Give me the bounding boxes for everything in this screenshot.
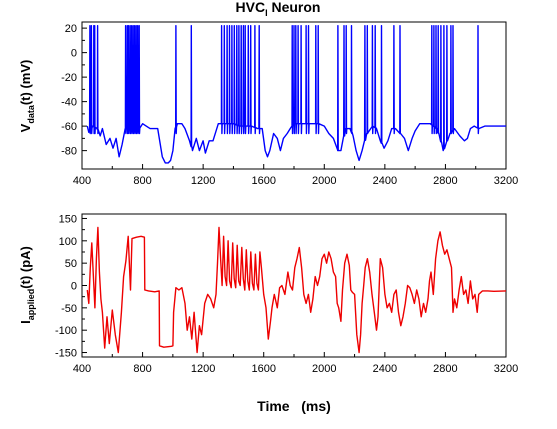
x-tick-label: 2800 (433, 363, 457, 375)
voltage-y-axis-label: Vdata(t) (mV) (18, 60, 36, 133)
x-tick-label: 800 (133, 175, 151, 187)
y-tick-label: 0 (71, 281, 77, 293)
y-tick-label: -20 (61, 72, 77, 84)
current-y-ticks: 150 100 50 0 -50 -100 -150 (55, 213, 87, 360)
x-tick-label: 2400 (373, 175, 397, 187)
x-tick-label: 800 (133, 363, 151, 375)
y-tick-label: -50 (61, 303, 77, 315)
x-tick-label: 1200 (191, 175, 215, 187)
voltage-y-ticks: 20 0 -20 -40 -60 -80 (61, 23, 87, 158)
x-tick-label: 2400 (373, 363, 397, 375)
y-tick-label: -80 (61, 146, 77, 158)
current-trace (86, 226, 507, 354)
x-tick-label: 2000 (312, 175, 336, 187)
current-x-ticks: 400 800 1200 1600 2000 2400 2800 3200 (73, 352, 518, 375)
current-panel: 150 100 50 0 -50 -100 -150 400 800 1200 1600 2000 2… (18, 213, 518, 414)
current-plot-frame (81, 213, 507, 358)
x-tick-label: 3200 (494, 175, 518, 187)
y-tick-label: 20 (65, 23, 77, 35)
x-tick-label: 1600 (251, 175, 275, 187)
y-tick-label: 0 (71, 48, 77, 60)
x-tick-label: 400 (73, 363, 91, 375)
title-main: HVC (236, 0, 266, 15)
x-tick-label: 2800 (433, 175, 457, 187)
current-y-axis-label: Iapplied(t) (pA) (18, 246, 36, 324)
y-tick-label: 150 (59, 213, 77, 225)
x-axis-label: Time (ms) (257, 398, 331, 414)
voltage-panel: 20 0 -20 -40 -60 -80 400 800 1200 1600 2000 2400 28… (18, 21, 518, 187)
title-rest: Neuron (268, 0, 321, 15)
x-tick-label: 400 (73, 175, 91, 187)
y-tick-label: -100 (55, 325, 77, 337)
voltage-trace (86, 25, 506, 164)
y-tick-label: -40 (61, 97, 77, 109)
chart-title: HVCI Neuron (236, 0, 321, 18)
x-tick-label: 1600 (251, 363, 275, 375)
y-tick-label: -60 (61, 121, 77, 133)
voltage-x-ticks: 400 800 1200 1600 2000 2400 2800 3200 (73, 164, 518, 187)
y-tick-label: 100 (59, 236, 77, 248)
x-tick-label: 3200 (494, 363, 518, 375)
x-tick-label: 1200 (191, 363, 215, 375)
title-subscript: I (265, 8, 268, 18)
y-tick-label: -150 (55, 348, 77, 360)
x-tick-label: 2000 (312, 363, 336, 375)
y-tick-label: 50 (65, 258, 77, 270)
